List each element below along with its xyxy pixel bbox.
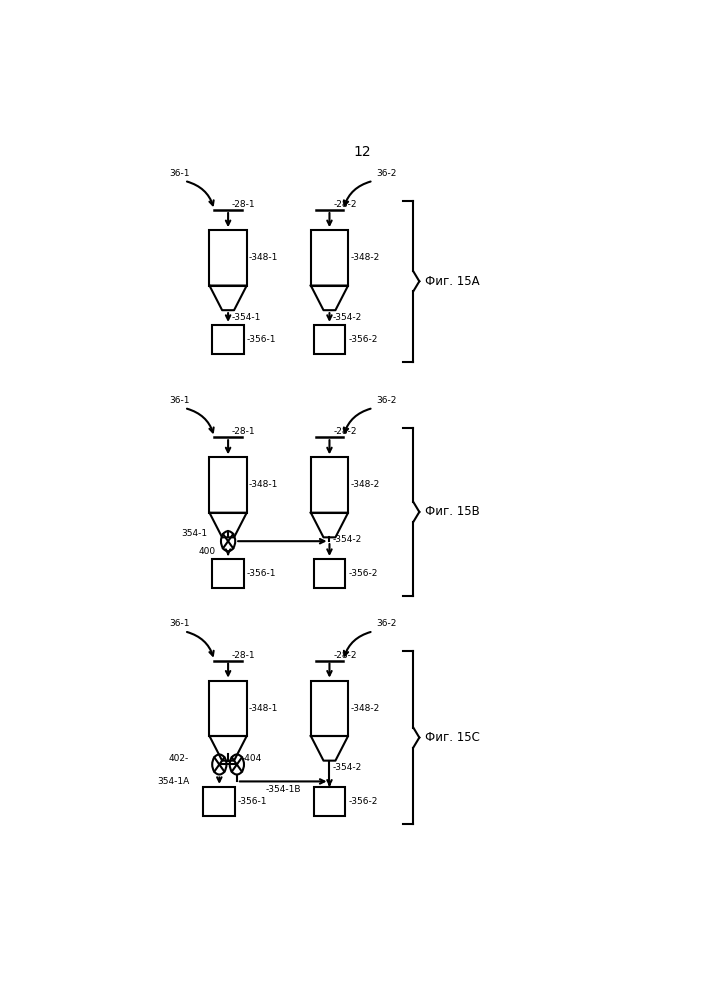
Text: 36-1: 36-1 xyxy=(170,169,190,178)
Bar xyxy=(314,559,345,588)
Text: -356-1: -356-1 xyxy=(238,797,267,806)
Text: -28-1: -28-1 xyxy=(232,651,255,660)
Bar xyxy=(311,457,348,513)
Text: -348-2: -348-2 xyxy=(350,704,380,713)
Text: -28-1: -28-1 xyxy=(232,200,255,209)
Text: -348-1: -348-1 xyxy=(249,480,279,489)
Text: -356-2: -356-2 xyxy=(348,797,378,806)
Text: -356-1: -356-1 xyxy=(247,335,276,344)
Text: -354-1: -354-1 xyxy=(231,313,261,322)
Text: Фиг. 15C: Фиг. 15C xyxy=(426,731,480,744)
Text: -348-1: -348-1 xyxy=(249,253,279,262)
Text: -356-2: -356-2 xyxy=(348,569,378,578)
Text: -28-2: -28-2 xyxy=(333,427,357,436)
Text: 36-1: 36-1 xyxy=(170,396,190,405)
Text: -28-2: -28-2 xyxy=(333,651,357,660)
Bar xyxy=(209,457,247,513)
Text: Фиг. 15A: Фиг. 15A xyxy=(426,275,480,288)
Text: -348-1: -348-1 xyxy=(249,704,279,713)
Text: Фиг. 15B: Фиг. 15B xyxy=(426,505,480,518)
Bar xyxy=(212,559,244,588)
Text: 400: 400 xyxy=(199,547,216,556)
Text: -28-2: -28-2 xyxy=(333,200,357,209)
Bar xyxy=(204,787,235,816)
Text: 36-1: 36-1 xyxy=(170,619,190,628)
Text: 36-2: 36-2 xyxy=(376,396,397,405)
Text: -356-2: -356-2 xyxy=(348,335,378,344)
Text: 36-2: 36-2 xyxy=(376,619,397,628)
Text: -354-2: -354-2 xyxy=(333,313,362,322)
Text: 36-2: 36-2 xyxy=(376,169,397,178)
Bar xyxy=(314,325,345,354)
Text: -356-1: -356-1 xyxy=(247,569,276,578)
Text: -348-2: -348-2 xyxy=(350,253,380,262)
Bar xyxy=(209,681,247,736)
Text: 402-: 402- xyxy=(169,754,189,763)
Bar xyxy=(311,681,348,736)
Text: -404: -404 xyxy=(241,754,262,763)
Text: 12: 12 xyxy=(354,145,371,159)
Text: -354-2: -354-2 xyxy=(333,763,362,772)
Text: 354-1A: 354-1A xyxy=(157,777,189,786)
Text: -348-2: -348-2 xyxy=(350,480,380,489)
Bar xyxy=(314,787,345,816)
Text: 354-1: 354-1 xyxy=(182,529,208,538)
Bar xyxy=(209,230,247,286)
Bar xyxy=(212,325,244,354)
Text: -354-2: -354-2 xyxy=(333,535,362,544)
Bar xyxy=(311,230,348,286)
Text: -28-1: -28-1 xyxy=(232,427,255,436)
Text: -354-1B: -354-1B xyxy=(265,785,301,794)
